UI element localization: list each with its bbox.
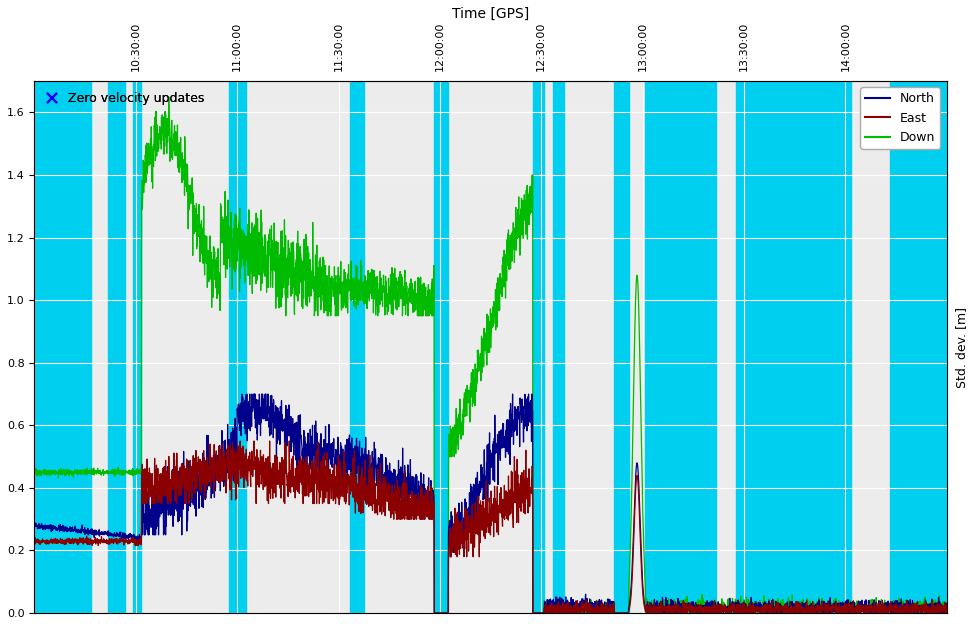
Bar <box>34 81 91 613</box>
Bar <box>107 81 125 613</box>
Bar <box>614 81 629 613</box>
Bar <box>229 81 246 613</box>
Bar <box>350 81 364 613</box>
Bar <box>553 81 564 613</box>
X-axis label: Time [GPS]: Time [GPS] <box>452 7 529 21</box>
Bar <box>133 81 141 613</box>
Bar <box>532 81 544 613</box>
Bar <box>645 81 716 613</box>
Bar <box>735 81 851 613</box>
Bar <box>890 81 947 613</box>
Legend: Zero velocity updates: Zero velocity updates <box>41 88 210 110</box>
Y-axis label: Std. dev. [m]: Std. dev. [m] <box>956 307 968 387</box>
Bar <box>434 81 448 613</box>
